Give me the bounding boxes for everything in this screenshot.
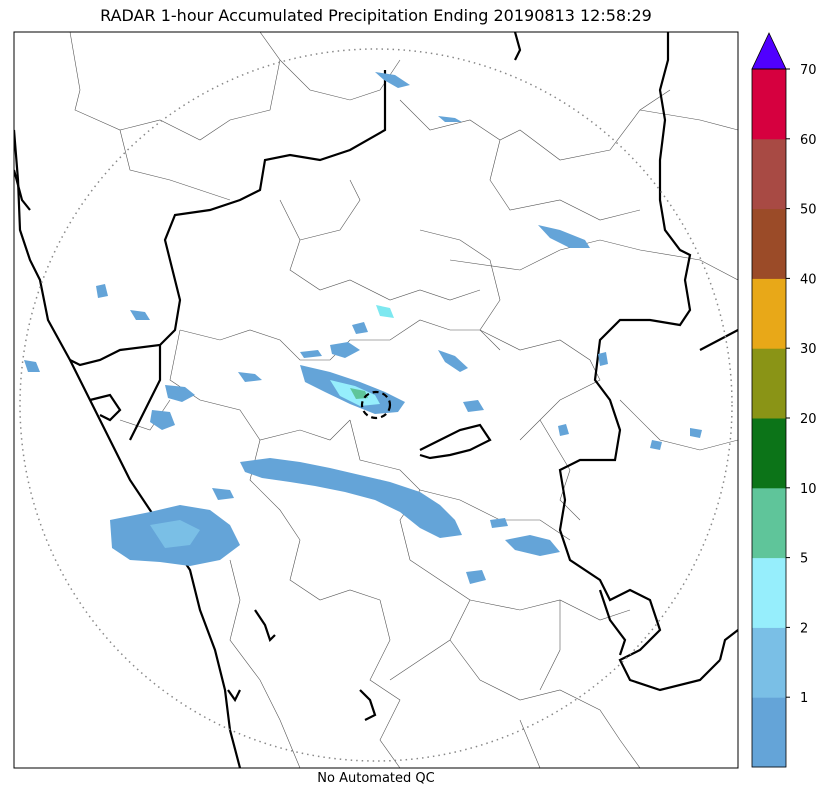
precip-cell [463, 400, 484, 412]
precip-cell [505, 535, 560, 556]
colorbar-tick-label: 30 [800, 342, 817, 357]
precip-cell [438, 350, 468, 372]
colorbar-tick-label: 40 [800, 272, 817, 287]
colorbar-tick-label: 50 [800, 203, 817, 218]
colorbar-segment [752, 208, 786, 279]
radar-site-marker [360, 390, 392, 420]
colorbar-segment [752, 348, 786, 419]
precip-cell [24, 360, 40, 372]
map-title: RADAR 1-hour Accumulated Precipitation E… [100, 6, 652, 25]
precip-cell [466, 570, 486, 584]
precip-cell [96, 284, 108, 298]
precip-cell [130, 310, 150, 320]
precip-cell [558, 424, 569, 436]
precip-cell [538, 225, 590, 248]
colorbar-tick-label: 70 [800, 63, 817, 78]
precip-cell [150, 410, 175, 430]
state-borders [14, 32, 738, 768]
precip-cell [690, 428, 702, 438]
colorbar: 1 2 5 10 20 30 40 50 60 70 [751, 32, 817, 768]
colorbar-tick-label: 10 [800, 482, 817, 497]
colorbar-tick-label: 1 [800, 691, 808, 706]
colorbar-tick-label: 60 [800, 133, 817, 148]
precip-cell [650, 440, 662, 450]
colorbar-segment [752, 557, 786, 628]
precip-cell [352, 322, 368, 334]
precip-cell [300, 350, 322, 358]
colorbar-tick-label: 20 [800, 412, 817, 427]
precip-cell [598, 352, 608, 366]
colorbar-extend-triangle [751, 32, 787, 70]
colorbar-segment [752, 69, 786, 140]
precip-cell [438, 116, 462, 122]
colorbar-tick-label: 2 [800, 621, 808, 636]
colorbar-segment [752, 697, 786, 768]
colorbar-tick-label: 5 [800, 552, 808, 567]
precip-cell [375, 72, 410, 88]
colorbar-segment [752, 487, 786, 559]
precip-cell [238, 372, 262, 382]
precip-cell [490, 518, 508, 528]
precip-cell [376, 305, 394, 318]
map-frame [13, 31, 739, 769]
colorbar-segment [752, 418, 786, 489]
precipitation-layer [24, 72, 702, 584]
colorbar-segment [752, 278, 786, 349]
colorbar-segment [752, 138, 786, 210]
precip-cell [350, 388, 368, 399]
precip-cell [212, 488, 234, 500]
precip-cell [330, 342, 360, 358]
precip-cell [165, 385, 195, 402]
colorbar-segment [752, 627, 786, 698]
precip-cell [240, 458, 462, 538]
qc-note: No Automated QC [317, 771, 435, 786]
precip-cell [150, 520, 200, 548]
radar-range-ring [19, 48, 733, 762]
